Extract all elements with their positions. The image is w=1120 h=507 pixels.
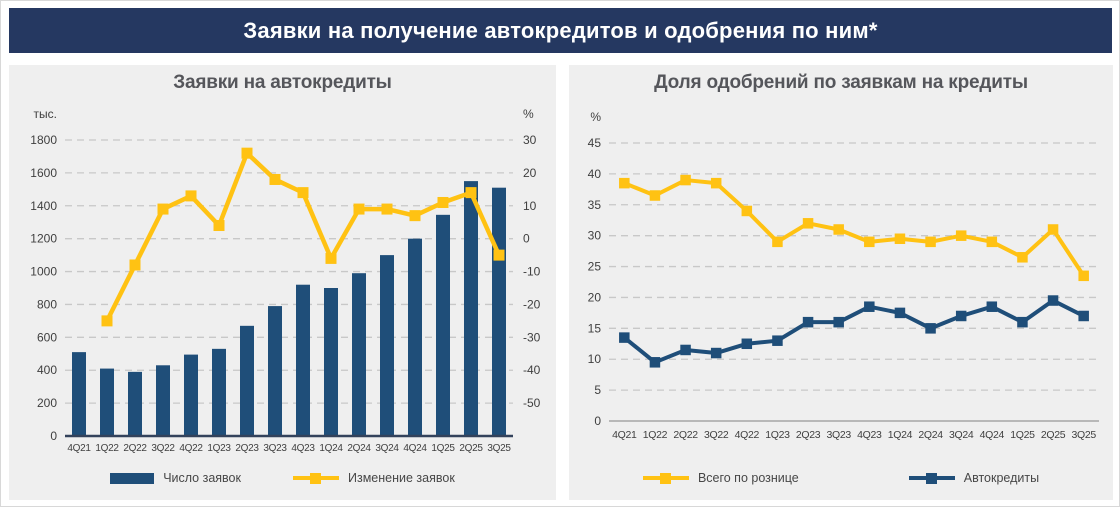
legend-label-auto-loans: Автокредиты [963,471,1040,485]
line-swatch-marker [925,472,937,484]
line-swatch-marker [309,472,321,484]
chart-title-applications: Заявки на автокредиты [173,72,392,93]
svg-text:2Q25: 2Q25 [459,443,483,454]
svg-text:1600: 1600 [30,166,57,180]
svg-text:3Q23: 3Q23 [826,429,851,441]
legend-label-applications-change: Изменение заявок [347,471,455,485]
svg-text:600: 600 [37,330,57,344]
svg-text:4Q22: 4Q22 [735,429,760,441]
svg-text:1Q23: 1Q23 [207,443,231,454]
svg-text:1Q25: 1Q25 [431,443,455,454]
svg-text:1Q22: 1Q22 [643,429,668,441]
svg-text:4Q23: 4Q23 [857,429,882,441]
svg-text:3Q22: 3Q22 [704,429,729,441]
line-swatch-marker [659,472,671,484]
svg-text:2Q24: 2Q24 [918,429,943,441]
svg-text:35: 35 [588,198,602,212]
svg-text:0: 0 [50,429,57,443]
applications-chart: 020040060080010001200140016001800тыс.302… [30,107,541,454]
panel-approvals: Доля одобрений по заявкам на кредиты 0 5 1… [569,65,1113,500]
svg-text:30: 30 [588,229,602,243]
svg-text:25: 25 [588,260,602,274]
svg-text:3Q25: 3Q25 [487,443,511,454]
svg-text:20: 20 [523,166,537,180]
svg-text:5: 5 [594,383,601,397]
legend-item-applications-change: Изменение заявок [292,471,455,485]
report-title-banner: Заявки на получение автокредитов и одобр… [9,8,1112,53]
svg-text:2Q22: 2Q22 [673,429,698,441]
svg-text:4Q23: 4Q23 [291,443,315,454]
svg-text:3Q24: 3Q24 [375,443,399,454]
svg-text:-50: -50 [523,396,541,410]
svg-text:-40: -40 [523,363,541,377]
svg-text:2Q22: 2Q22 [123,443,147,454]
legend-item-auto-loans: Автокредиты [908,471,1040,485]
svg-text:-10: -10 [523,265,541,279]
svg-text:2Q23: 2Q23 [796,429,821,441]
svg-text:3Q22: 3Q22 [151,443,175,454]
svg-text:30: 30 [523,133,537,147]
legend-item-retail-total: Всего по рознице [642,471,799,485]
legend-approvals: Всего по рознице Автокредиты [569,463,1113,493]
svg-text:15: 15 [588,321,602,335]
svg-text:1Q24: 1Q24 [319,443,343,454]
approvals-chart: 0 5 10 15 20 25 30 35 40 45% 4Q21 1Q22 2Q22 3Q22 4Q22 1… [588,110,1099,441]
svg-text:4Q24: 4Q24 [980,429,1005,441]
panel-applications: Заявки на автокредиты 0 200 400 600 800 1000 1… [9,65,556,500]
svg-text:4Q21: 4Q21 [612,429,637,441]
svg-text:10: 10 [523,199,537,213]
svg-text:1800: 1800 [30,133,57,147]
legend-label-applications-count: Число заявок [163,471,241,485]
svg-text:4Q21: 4Q21 [67,443,91,454]
svg-text:%: % [523,107,534,121]
svg-text:45: 45 [588,136,602,150]
svg-text:1Q25: 1Q25 [1010,429,1035,441]
svg-text:2Q23: 2Q23 [235,443,259,454]
applications-change-swatch [292,472,339,484]
svg-text:1200: 1200 [30,232,57,246]
svg-text:4Q22: 4Q22 [179,443,203,454]
chart-title-approvals: Доля одобрений по заявкам на кредиты [654,72,1028,93]
auto-loans-swatch [908,472,955,484]
svg-text:0: 0 [594,414,601,428]
svg-text:1Q23: 1Q23 [765,429,790,441]
svg-text:1Q24: 1Q24 [888,429,913,441]
svg-text:400: 400 [37,363,57,377]
svg-text:1400: 1400 [30,199,57,213]
svg-text:1000: 1000 [30,265,57,279]
svg-text:4Q24: 4Q24 [403,443,427,454]
svg-text:40: 40 [588,167,602,181]
svg-text:2Q24: 2Q24 [347,443,371,454]
legend-label-retail-total: Всего по рознице [697,471,799,485]
svg-text:3Q24: 3Q24 [949,429,974,441]
legend-item-applications-count: Число заявок [110,471,241,485]
svg-text:1Q22: 1Q22 [95,443,119,454]
applications-count-swatch [110,472,155,484]
retail-total-swatch [642,472,689,484]
svg-text:200: 200 [37,396,57,410]
svg-text:800: 800 [37,297,57,311]
svg-text:2Q25: 2Q25 [1041,429,1066,441]
report-title: Заявки на получение автокредитов и одобр… [243,17,878,43]
svg-text:-20: -20 [523,297,541,311]
svg-text:10: 10 [588,352,602,366]
svg-text:3Q25: 3Q25 [1071,429,1096,441]
svg-text:-30: -30 [523,330,541,344]
svg-text:0: 0 [523,232,530,246]
svg-text:%: % [590,110,601,124]
svg-text:20: 20 [588,290,602,304]
svg-text:тыс.: тыс. [34,107,57,121]
svg-text:3Q23: 3Q23 [263,443,287,454]
legend-applications: Число заявок Изменение заявок [9,463,556,493]
